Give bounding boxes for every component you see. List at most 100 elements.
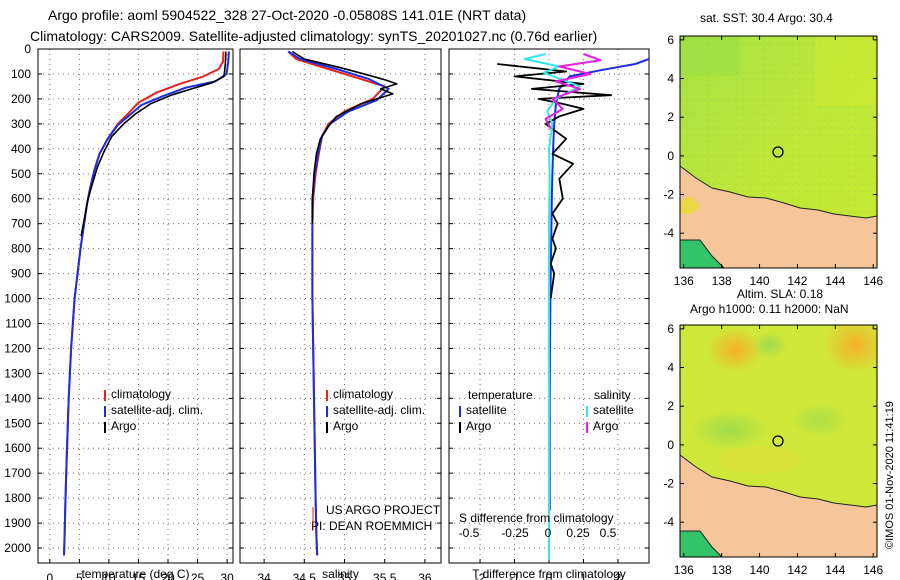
legend-temp-title: temperature [468,388,533,402]
sst-land [680,165,877,268]
x-tick-label: 36 [418,571,432,580]
x-tick-label: -1 [509,571,520,580]
sst-map-title: sat. SST: 30.4 Argo: 30.4 [700,11,833,25]
map-x-tick-label: 138 [712,274,732,288]
map-x-tick-label: 136 [674,563,694,577]
map-x-tick-label: 142 [787,274,807,288]
x-tick-label: 10 [102,571,116,580]
sla-map-title-line2: Argo h1000: 0.11 h2000: NaN [690,302,849,316]
map-y-tick-label: 6 [667,322,674,336]
legend-label: satellite [466,403,507,417]
s-tick-label: 0.5 [600,526,617,540]
map-x-tick-label: 144 [825,563,845,577]
map-x-tick-label: 144 [825,274,845,288]
legend-label: satellite [593,403,634,417]
sla-land [680,454,877,557]
series-climatology [63,51,225,556]
plot-frame [239,48,442,564]
x-tick-label: 1 [580,571,587,580]
x-axis-label: salinity [322,567,359,580]
annotation-pi: PI: DEAN ROEMMICH [311,519,432,533]
map-y-tick-label: 4 [667,72,674,86]
y-tick-label: 1400 [4,391,31,405]
legend-label: satellite-adj. clim. [111,403,203,417]
y-tick-label: 1300 [4,366,31,380]
imos-watermark: ©IMOS 01-Nov-2020 11:41:19 [884,401,896,549]
map-x-tick-label: 142 [787,563,807,577]
map-y-tick-label: 2 [667,399,674,413]
series-climatology [287,50,386,556]
legend-label: climatology [333,387,393,401]
x-tick-label: 34 [257,571,271,580]
x-tick-label: 15 [132,571,146,580]
series-argo [291,50,398,224]
y-tick-label: 1600 [4,441,31,455]
map-x-tick-label: 140 [750,274,770,288]
x-axis-label: temperature (deg C) [81,567,189,580]
legend-sal-title: salinity [594,388,631,402]
series-s-satellite [523,53,581,561]
y-tick-label: 2000 [4,541,31,555]
legend-label: satellite-adj. clim. [333,403,425,417]
annotation-project: US ARGO PROJECT [326,503,441,517]
series-satellite-adj--clim- [63,51,230,556]
y-tick-label: 1200 [4,341,31,355]
y-tick-label: 200 [11,92,31,106]
x-tick-label: 35 [338,571,352,580]
y-tick-label: 300 [11,117,31,131]
plot-frame [37,48,234,564]
sst-argo-marker [772,146,784,158]
legend-label: Argo [111,419,137,433]
map-x-tick-label: 146 [863,563,883,577]
x-tick-label: 25 [191,571,205,580]
legend-label: Argo [593,419,619,433]
legend-label: Argo [466,419,492,433]
sst-map-panel: sat. SST: 30.4 Argo: 30.4 136 138 140 142 14… [663,11,883,288]
x-tick-label: 20 [161,571,175,580]
difference-panel: -2 -1 0 1 2T difference from climatology temp… [448,48,650,580]
x-tick-label: 0 [46,571,53,580]
x-tick-label: 5 [76,571,83,580]
map-y-tick-label: -4 [663,515,674,529]
map-y-tick-label: 2 [667,110,674,124]
sla-map-title-line1: Altim. SLA: 0.18 [737,287,823,301]
map-x-tick-label: 136 [674,274,694,288]
map-y-tick-label: -4 [663,226,674,240]
map-x-tick-label: 140 [750,563,770,577]
y-tick-label: 1700 [4,466,31,480]
salinity-panel: 34 34.5 35 35.5 36 salinity climatology satelli… [239,48,442,580]
map-y-tick-label: 0 [667,438,674,452]
y-tick-label: 900 [11,267,31,281]
sla-map-panel: Altim. SLA: 0.18 Argo h1000: 0.11 h2000:… [663,287,883,577]
map-y-tick-label: -2 [663,188,674,202]
x-tick-label: 34.5 [293,571,317,580]
y-tick-label: 400 [11,142,31,156]
series-argo [80,51,227,237]
s-tick-label: 0 [545,526,552,540]
legend-label: climatology [111,387,171,401]
y-tick-label: 1900 [4,516,31,530]
y-tick-label: 500 [11,167,31,181]
legend-label: Argo [333,419,359,433]
x-tick-label: 30 [220,571,234,580]
sla-argo-marker [772,435,784,447]
y-tick-label: 600 [11,192,31,206]
y-tick-label: 1800 [4,491,31,505]
x-tick-label: -2 [475,571,486,580]
map-y-tick-label: 0 [667,149,674,163]
y-tick-label: 1500 [4,416,31,430]
x-tick-label: 0 [546,571,553,580]
x-axis-label: T difference from climatology [472,567,626,580]
figure-title-line2: Climatology: CARS2009. Satellite-adjuste… [30,28,597,44]
y-tick-label: 1100 [5,316,31,330]
temperature-panel: 0100200300400500600700800900100011001200… [4,42,234,580]
s-tick-label: -0.5 [459,526,480,540]
s-tick-label: 0.25 [566,526,590,540]
x-tick-label: 35.5 [373,571,397,580]
y-tick-label: 0 [24,42,31,56]
y-tick-label: 700 [11,217,31,231]
x-tick-label: 2 [615,571,622,580]
series-satellite-adj--clim- [287,50,390,556]
y-tick-label: 800 [11,242,31,256]
